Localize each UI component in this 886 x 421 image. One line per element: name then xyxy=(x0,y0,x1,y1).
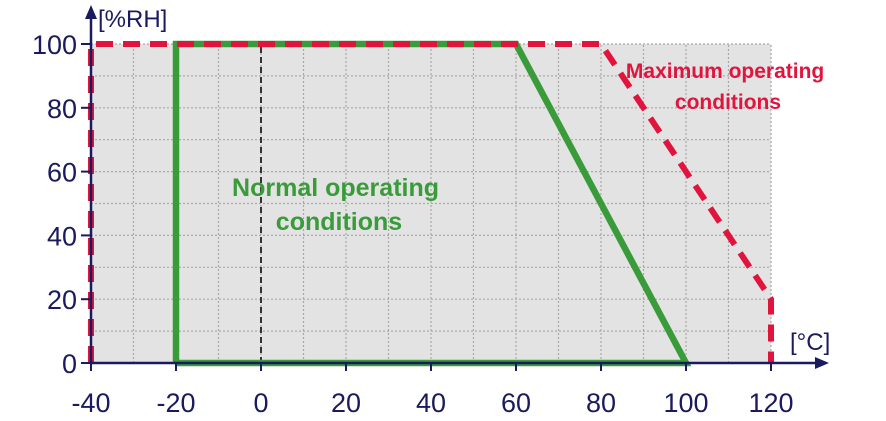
y-tick-label: 20 xyxy=(47,285,77,315)
y-tick-label: 0 xyxy=(62,349,77,379)
x-tick-label: 20 xyxy=(331,388,361,418)
x-tick-label: 0 xyxy=(253,388,268,418)
normal-conditions-label-line2: conditions xyxy=(276,208,402,236)
x-tick-label: -40 xyxy=(71,388,110,418)
y-tick-label: 40 xyxy=(47,221,77,251)
y-axis-label: [%RH] xyxy=(98,6,167,33)
normal-conditions-label: Normal operating conditions xyxy=(232,174,446,236)
y-tick-label: 60 xyxy=(47,158,77,188)
maximum-conditions-label-line1: Maximum operating xyxy=(626,60,824,83)
y-axis-arrow-icon xyxy=(85,5,97,19)
x-tick-label: 40 xyxy=(416,388,446,418)
y-tick-label: 100 xyxy=(32,30,77,60)
x-axis-label: [°C] xyxy=(790,329,830,356)
tick-labels-layer: -40 -20 0 20 40 60 80 100 120 0 20 40 60 80 100 xyxy=(32,30,794,418)
axes-layer xyxy=(81,5,829,371)
x-tick-label: 60 xyxy=(501,388,531,418)
maximum-conditions-label-line2: conditions xyxy=(675,91,781,114)
normal-conditions-label-line1: Normal operating xyxy=(232,174,439,202)
maximum-conditions-label: Maximum operating conditions xyxy=(626,60,830,114)
x-tick-label: 80 xyxy=(586,388,616,418)
x-tick-label: 120 xyxy=(748,388,793,418)
y-tick-label: 80 xyxy=(47,94,77,124)
x-tick-label: -20 xyxy=(156,388,195,418)
x-axis-arrow-icon xyxy=(815,357,829,369)
x-tick-label: 100 xyxy=(663,388,708,418)
